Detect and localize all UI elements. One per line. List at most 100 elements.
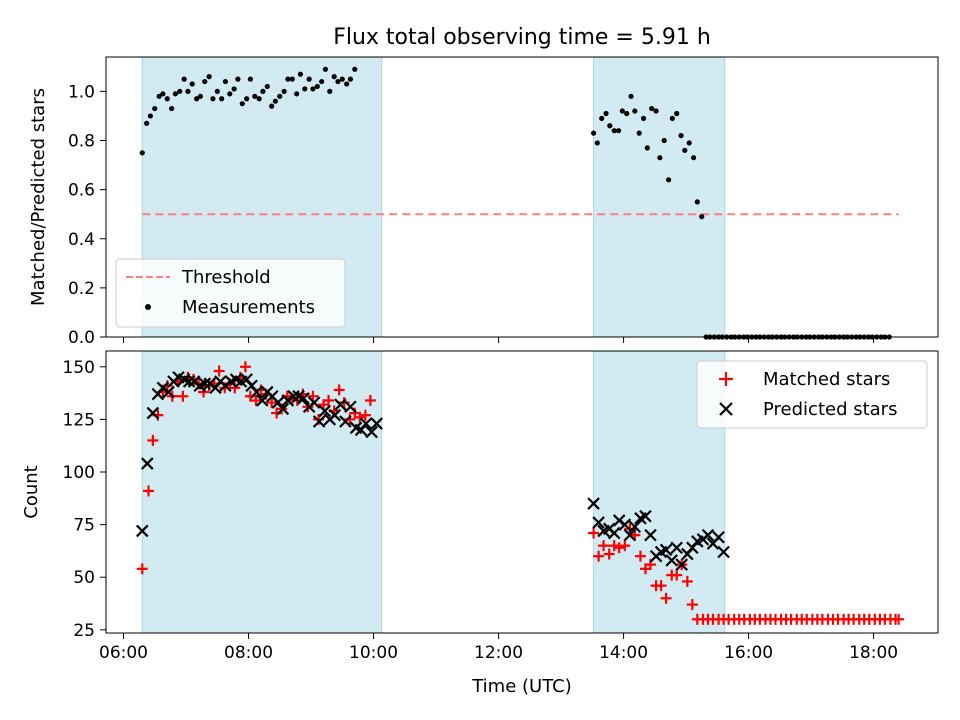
measurement-point xyxy=(285,76,291,82)
matched-star-marker xyxy=(613,542,625,554)
matched-star-marker xyxy=(364,394,376,406)
matched-star-marker xyxy=(588,527,600,539)
measurement-point xyxy=(694,199,700,205)
observing-windows-bottom xyxy=(141,350,726,634)
matched-star-marker xyxy=(619,540,631,552)
measurement-point xyxy=(202,78,208,85)
measurement-point xyxy=(599,115,605,122)
predicted-star-marker xyxy=(712,530,725,544)
predicted-marker-b xyxy=(659,543,673,557)
matched-star-marker xyxy=(608,540,620,552)
y-tick-label: 150 xyxy=(63,358,95,378)
predicted-marker-b xyxy=(140,457,154,470)
bottom-y-axis-label: Count xyxy=(21,465,42,518)
predicted-marker-b xyxy=(370,417,383,430)
predicted-marker-b xyxy=(628,520,642,534)
matched-star-marker xyxy=(338,397,350,409)
predicted-marker-b xyxy=(717,545,730,559)
predicted-star-marker xyxy=(717,545,730,559)
predicted-marker-b xyxy=(607,526,621,540)
measurement-point xyxy=(339,76,345,82)
measurement-point xyxy=(244,96,250,102)
measurement-point xyxy=(206,74,212,80)
predicted-marker-b xyxy=(365,425,378,439)
measurement-point xyxy=(594,140,600,146)
predicted-marker-b xyxy=(198,377,212,390)
x-tick-label: 06:00 xyxy=(99,643,148,663)
matched-star-marker xyxy=(655,580,667,592)
predicted-star-marker xyxy=(146,406,160,420)
measurement-point xyxy=(227,91,233,97)
measurement-point xyxy=(210,96,216,102)
measurement-point xyxy=(172,91,178,97)
chart-title: Flux total observing time = 5.91 h xyxy=(333,25,711,50)
predicted-star-marker xyxy=(665,554,678,567)
measurement-point xyxy=(661,137,667,144)
measurement-point xyxy=(269,103,275,109)
measurement-point xyxy=(252,93,258,99)
measurement-point xyxy=(139,150,145,156)
matched-star-marker xyxy=(250,394,262,406)
predicted-star-marker xyxy=(250,385,263,399)
measurement-point xyxy=(347,76,354,82)
predicted-marker-b xyxy=(250,385,263,399)
measurement-point xyxy=(281,88,287,94)
matched-star-marker xyxy=(598,540,610,552)
matched-star-marker xyxy=(603,548,615,560)
measurement-point xyxy=(277,93,283,99)
y-tick-label: 0.4 xyxy=(68,230,95,250)
x-tick-label: 14:00 xyxy=(599,643,648,663)
matched-star-marker xyxy=(681,575,693,587)
predicted-marker-b xyxy=(182,375,196,388)
matched-star-marker xyxy=(634,550,646,562)
predicted-star-marker xyxy=(339,415,352,428)
measurement-point xyxy=(322,66,329,72)
predicted-marker-b xyxy=(292,389,305,403)
x-tick-label: 16:00 xyxy=(724,643,773,663)
measurement-point xyxy=(194,96,200,102)
predicted-star-marker xyxy=(198,377,212,390)
measurement-point xyxy=(686,140,692,146)
predicted-marker-b xyxy=(287,389,300,403)
ratio-panel: 0.0 0.2 0.4 0.6 0.8 1.0 Matched/Predicted sta… xyxy=(28,56,939,348)
predicted-star-marker xyxy=(162,385,175,399)
measurement-point xyxy=(628,93,634,99)
predicted-star-marker xyxy=(618,518,632,531)
predicted-marker-b xyxy=(245,379,258,393)
measurement-point xyxy=(235,76,241,82)
predicted-marker-b xyxy=(135,524,149,538)
predicted-star-marker xyxy=(318,404,332,418)
predicted-star-marker xyxy=(365,425,378,439)
predicted-marker-b xyxy=(312,415,326,428)
predicted-star-marker xyxy=(297,392,310,405)
measurement-point xyxy=(147,113,153,119)
predicted-marker-b xyxy=(177,373,191,386)
predicted-marker-b xyxy=(276,402,290,416)
x-tick-label: 10:00 xyxy=(349,643,398,663)
matched-star-marker xyxy=(239,361,251,373)
top-legend: Threshold Measurements xyxy=(115,258,346,328)
measurement-point xyxy=(335,78,341,85)
measurement-point xyxy=(260,88,266,94)
predicted-marker-b xyxy=(587,497,600,510)
measurement-point xyxy=(164,96,170,102)
predicted-marker-b xyxy=(644,528,657,542)
measurement-point xyxy=(302,86,308,92)
predicted-marker-b xyxy=(328,408,342,422)
legend-measurements-label: Measurements xyxy=(182,297,315,318)
measurement-point xyxy=(306,76,312,82)
measurement-point xyxy=(239,101,245,107)
matched-star-marker xyxy=(213,365,225,377)
matched-star-marker xyxy=(323,394,335,406)
measurement-point xyxy=(297,71,304,77)
x-axis-label: Time (UTC) xyxy=(471,676,572,697)
measurement-point xyxy=(682,147,688,153)
bottom-x-ticks: 06:00 08:00 10:00 12:00 14:00 16:00 18:00 xyxy=(99,633,898,663)
legend-predicted-label: Predicted stars xyxy=(763,399,897,420)
measurement-point xyxy=(152,105,158,112)
measurement-point xyxy=(649,105,655,112)
measurement-point xyxy=(624,110,630,117)
measurement-point xyxy=(169,105,175,112)
measurement-point xyxy=(636,130,642,136)
matched-star-marker xyxy=(143,485,155,497)
